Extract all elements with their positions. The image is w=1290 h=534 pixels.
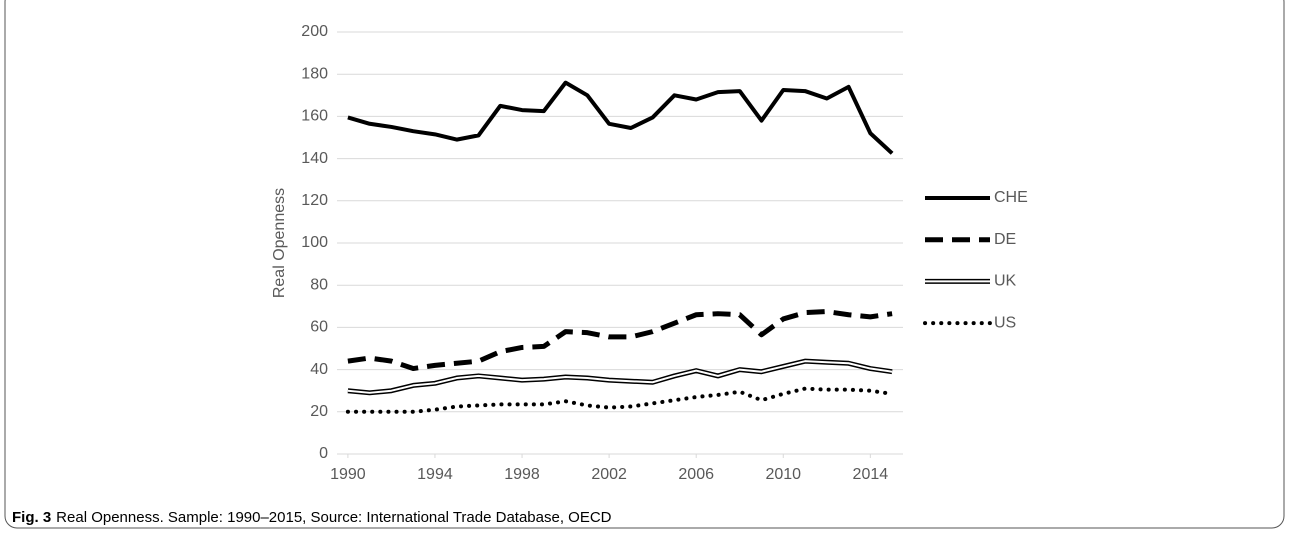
y-tick-label: 100 [301,234,328,251]
y-tick-label: 40 [310,361,328,378]
series-line [347,80,894,155]
x-tick-label: 2006 [678,466,714,483]
y-tick-label: 60 [310,319,328,336]
x-tick-label: 1994 [417,466,453,483]
caption-text: Real Openness. Sample: 1990–2015, Source… [56,509,612,526]
y-tick-label: 0 [319,445,328,462]
y-tick-label: 120 [301,192,328,209]
x-tick-label: 1998 [504,466,540,483]
caption-label: Fig. 3 [12,509,51,526]
y-tick-label: 200 [301,23,328,40]
caption: Fig. 3 Real Openness. Sample: 1990–2015, … [12,509,612,526]
series-line [345,386,895,414]
y-axis-label: Real Openness [271,188,288,298]
legend-label: UK [994,273,1017,290]
x-tick-label: 2014 [853,466,889,483]
legend-label: CHE [994,189,1028,206]
figure-border [4,0,1285,529]
y-tick-label: 20 [310,403,328,420]
legend-label: DE [994,231,1016,248]
x-tick-label: 1990 [330,466,366,483]
y-tick-label: 160 [301,108,328,125]
x-tick-label: 2010 [765,466,801,483]
legend-label: US [994,314,1016,331]
x-tick-label: 2002 [591,466,627,483]
y-tick-label: 180 [301,65,328,82]
series-line [347,309,893,372]
series-line-inner [347,360,893,394]
y-tick-label: 140 [301,150,328,167]
y-tick-label: 80 [310,276,328,293]
